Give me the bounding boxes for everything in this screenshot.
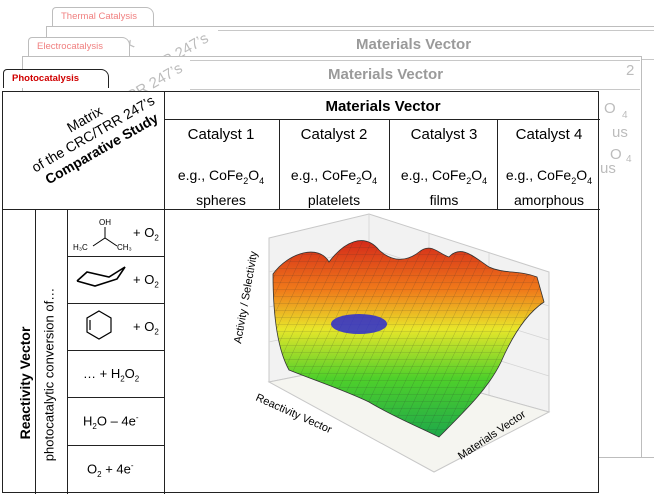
ch3-label: CH₃ bbox=[117, 243, 132, 252]
tab-electrocatalysis[interactable]: Electrocatalysis bbox=[28, 37, 130, 56]
reactant-row-cyclohexane: + O2 bbox=[69, 257, 165, 303]
reactant-row-h2o2: … + H2O2 bbox=[69, 351, 165, 397]
reactant-row-isopropanol: OH H₃C CH₃ + O2 bbox=[69, 210, 165, 256]
catalyst-3-morphology: films bbox=[429, 191, 459, 208]
catalyst-2-name: Catalyst 2 bbox=[300, 126, 368, 143]
z-axis-label: Activity / Selectivity bbox=[232, 250, 260, 345]
cyclohexene-ring-icon bbox=[86, 310, 112, 340]
catalyst-2-morphology: platelets bbox=[307, 191, 361, 208]
cyclohexane-chair-icon bbox=[76, 266, 126, 287]
ghost-sub-back: 2 bbox=[626, 62, 635, 79]
header-divider bbox=[3, 209, 600, 210]
reactant-2-label: + O2 bbox=[133, 272, 159, 290]
row-divider-2 bbox=[67, 303, 164, 304]
catalyst-4-example: e.g., CoFe2O4 amorphous bbox=[505, 167, 593, 208]
ghost-materials-vector-mid: Materials Vector bbox=[328, 66, 444, 83]
catalyst-divider-1 bbox=[279, 119, 280, 209]
catalyst-1-morphology: spheres bbox=[196, 191, 246, 208]
catalyst-3-name: Catalyst 3 bbox=[410, 126, 478, 143]
reactant-5-label: H2O – 4e- bbox=[83, 413, 139, 431]
reactivity-label-divider bbox=[35, 209, 36, 494]
reactant-1-label: + O2 bbox=[133, 225, 159, 243]
ghost-us-back: us bbox=[612, 124, 628, 141]
catalyst-divider-2 bbox=[389, 119, 390, 209]
ghost-header-band-back bbox=[218, 30, 654, 60]
row-divider-3 bbox=[67, 350, 164, 351]
row-divider-1 bbox=[67, 256, 164, 257]
reactant-6-label: O2 + 4e- bbox=[87, 461, 134, 479]
catalyst-3-example: e.g., CoFe2O4 films bbox=[400, 167, 488, 208]
photocatalysis-matrix: Matrix of the CRC/TRR 247’s Comparative … bbox=[2, 91, 600, 494]
photocatalytic-conversion-label: photocatalytic conversion of… bbox=[41, 287, 57, 462]
catalyst-divider-3 bbox=[497, 119, 498, 209]
reactant-4-label: … + H2O2 bbox=[83, 366, 140, 384]
h3c-label: H₃C bbox=[73, 243, 88, 252]
reactant-row-water-oxidation: H2O – 4e- bbox=[69, 398, 165, 445]
row-divider-4 bbox=[67, 397, 164, 398]
corner-divider bbox=[164, 92, 165, 209]
surface-plot: Activity / Selectivity Reactivity Vector… bbox=[232, 213, 551, 473]
tab-thermal-catalysis[interactable]: Thermal Catalysis bbox=[52, 7, 154, 26]
row-divider-5 bbox=[67, 445, 164, 446]
tab-photocatalysis[interactable]: Photocatalysis bbox=[3, 69, 109, 88]
ghost-materials-vector-back: Materials Vector bbox=[356, 36, 472, 53]
oh-label: OH bbox=[99, 218, 111, 227]
catalyst-1-name: Catalyst 1 bbox=[187, 126, 255, 143]
catalyst-4-morphology: amorphous bbox=[513, 191, 585, 208]
materials-title-divider bbox=[164, 119, 600, 120]
isopropanol-structure-icon: OH H₃C CH₃ bbox=[73, 218, 132, 252]
ghost-4-mid: 4 bbox=[626, 154, 632, 165]
subtitle-divider bbox=[67, 209, 68, 494]
catalyst-1-example: e.g., CoFe2O4 spheres bbox=[177, 167, 265, 208]
reactivity-vector-title: Reactivity Vector bbox=[17, 326, 33, 440]
reactant-row-oxygen-reduction: O2 + 4e- bbox=[69, 446, 165, 493]
surface-blue-well bbox=[331, 314, 387, 334]
surface-wireframe bbox=[273, 240, 544, 437]
ghost-us-mid: us bbox=[600, 160, 616, 177]
ghost-o-mid: O bbox=[610, 146, 622, 163]
ghost-header-band-mid bbox=[190, 60, 640, 90]
reactant-3-label: + O2 bbox=[133, 319, 159, 337]
catalyst-4-name: Catalyst 4 bbox=[515, 126, 583, 143]
catalyst-2-example: e.g., CoFe2O4 platelets bbox=[290, 167, 378, 208]
materials-vector-title: Materials Vector bbox=[325, 98, 441, 115]
reactant-row-cyclohexene: + O2 bbox=[69, 304, 165, 350]
ghost-o-back: O bbox=[604, 100, 616, 117]
ghost-4-back: 4 bbox=[622, 110, 628, 121]
reactant-divider bbox=[164, 209, 165, 494]
